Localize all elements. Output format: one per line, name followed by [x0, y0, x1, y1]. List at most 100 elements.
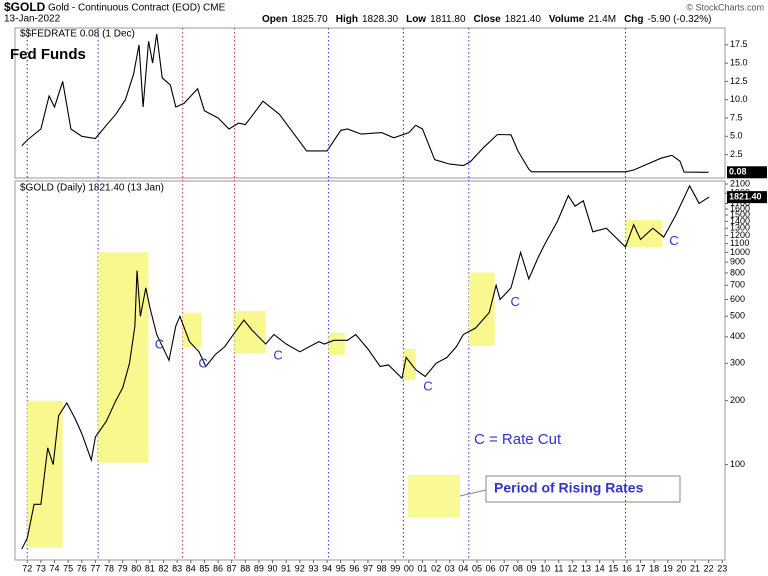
y-tick-label: 600	[730, 294, 745, 304]
y-tick-label: 1100	[730, 238, 749, 248]
y-tick-label: 17.5	[730, 39, 748, 49]
quote-value: 1821.40	[505, 14, 542, 25]
y-tick-label: 1400	[730, 216, 750, 226]
x-tick-label: 94	[322, 563, 332, 573]
y-tick-label: 100	[730, 459, 745, 469]
last-value-box	[727, 166, 767, 179]
x-tick-label: 07	[499, 563, 509, 573]
x-tick-label: 83	[172, 563, 182, 573]
x-tick-label: 16	[622, 563, 632, 573]
x-tick-label: 08	[513, 563, 523, 573]
rate-cut-marker: C	[423, 378, 432, 393]
x-tick-label: 93	[308, 563, 318, 573]
price-line	[21, 33, 709, 173]
y-tick-label: 400	[730, 331, 745, 341]
quote-value: 1811.80	[430, 14, 466, 25]
x-tick-label: 87	[227, 563, 237, 573]
y-tick-label: 300	[730, 358, 745, 368]
y-tick-label: 800	[730, 267, 745, 277]
rate-cut-marker: C	[669, 233, 678, 248]
x-tick-label: 19	[663, 563, 673, 573]
y-tick-label: 1500	[730, 209, 750, 219]
quote-label: Volume	[549, 14, 585, 25]
rate-cut-marker: C	[273, 347, 282, 362]
rate-cut-marker: C	[510, 294, 519, 309]
rising-rate-period	[98, 252, 149, 463]
y-tick-label: 200	[730, 395, 745, 405]
rising-rate-period	[328, 332, 345, 355]
x-tick-label: 17	[636, 563, 646, 573]
quote-label: Close	[474, 14, 502, 25]
price-line	[21, 184, 710, 550]
y-tick-label: 2100	[730, 178, 750, 188]
legend-rising: Period of Rising Rates	[494, 480, 644, 496]
x-tick-label: 78	[104, 563, 114, 573]
x-tick-label: 04	[458, 563, 468, 573]
x-tick-label: 99	[390, 563, 400, 573]
x-tick-label: 06	[486, 563, 496, 573]
x-tick-label: 20	[676, 563, 686, 573]
legend-connector	[459, 489, 487, 497]
x-tick-label: 21	[690, 563, 700, 573]
top-panel	[14, 27, 726, 179]
y-tick-label: 500	[730, 311, 745, 321]
x-tick-label: 75	[63, 563, 73, 573]
y-tick-label: 10.0	[730, 94, 748, 104]
quote-value: 1825.70	[292, 14, 329, 25]
last-value-box	[727, 191, 767, 204]
y-tick-label: 2.5	[730, 149, 743, 159]
x-tick-label: 00	[404, 563, 414, 573]
y-tick-label: 1000	[730, 247, 750, 257]
rate-cut-marker: C	[155, 336, 164, 351]
x-tick-label: 14	[595, 563, 605, 573]
x-tick-label: 91	[281, 563, 291, 573]
x-tick-label: 23	[717, 563, 727, 573]
y-tick-label: 15.0	[730, 57, 748, 67]
rate-cut-marker: C	[198, 355, 207, 370]
x-tick-label: 95	[336, 563, 346, 573]
panel-title: $$FEDRATE 0.08 (1 Dec)	[20, 29, 135, 40]
x-tick-label: 03	[445, 563, 455, 573]
quote-label: High	[336, 14, 358, 25]
x-tick-label: 09	[526, 563, 536, 573]
x-tick-label: 22	[704, 563, 714, 573]
quote-label: Open	[262, 14, 288, 25]
date: 13-Jan-2022	[4, 14, 61, 25]
y-tick-label: 1600	[730, 203, 750, 213]
x-tick-label: 05	[472, 563, 482, 573]
x-tick-label: 79	[118, 563, 128, 573]
quote-label: Low	[406, 14, 426, 25]
x-tick-label: 18	[649, 563, 659, 573]
x-tick-label: 77	[90, 563, 100, 573]
x-tick-label: 89	[254, 563, 264, 573]
x-tick-label: 73	[36, 563, 46, 573]
legend-box	[485, 475, 681, 503]
symbol: $GOLD	[4, 0, 46, 14]
rising-rate-period	[625, 220, 663, 248]
panel-label: Fed Funds	[10, 46, 86, 63]
quote-value: 1828.30	[362, 14, 399, 25]
x-tick-label: 10	[540, 563, 550, 573]
panel-title: $GOLD (Daily) 1821.40 (13 Jan)	[20, 183, 164, 194]
quote: Open 1825.70 High 1828.30 Low 1811.80 Close 182…	[262, 14, 711, 25]
last-value-label: 0.08	[729, 167, 747, 177]
y-tick-label: 7.5	[730, 112, 743, 122]
bottom-panel	[14, 180, 726, 561]
y-tick-label: 700	[730, 280, 745, 290]
x-tick-label: 13	[581, 563, 591, 573]
x-tick-label: 01	[417, 563, 427, 573]
x-tick-label: 02	[431, 563, 441, 573]
x-tick-label: 97	[363, 563, 373, 573]
quote-value: 21.4M	[588, 14, 616, 25]
x-tick-label: 74	[50, 563, 60, 573]
x-tick-label: 96	[349, 563, 359, 573]
rising-rate-period	[403, 348, 416, 381]
x-tick-label: 92	[295, 563, 305, 573]
x-tick-label: 81	[145, 563, 155, 573]
last-value-label: 1821.40	[729, 192, 762, 202]
x-tick-label: 80	[131, 563, 141, 573]
quote-label: Chg	[624, 14, 643, 25]
x-tick-label: 90	[268, 563, 278, 573]
rising-rate-period	[234, 310, 266, 353]
